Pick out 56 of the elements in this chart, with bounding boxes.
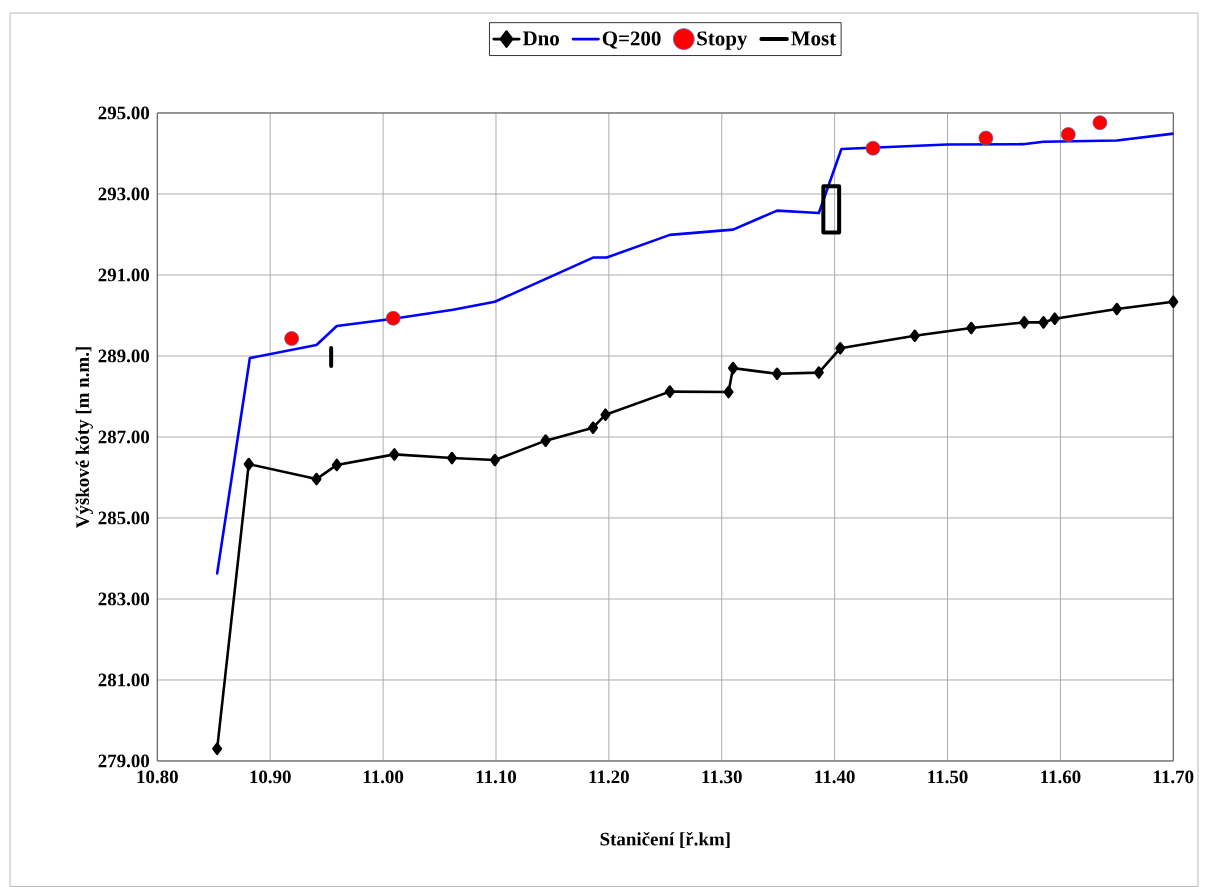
- point: [588, 421, 599, 434]
- point: [978, 130, 994, 146]
- point: [446, 451, 457, 465]
- y-tick-label: 293.00: [98, 187, 150, 201]
- point: [835, 342, 846, 355]
- point: [1111, 302, 1122, 316]
- point: [331, 458, 342, 472]
- point: [212, 742, 223, 756]
- legend-label: Q=200: [602, 31, 661, 49]
- point: [1168, 295, 1179, 308]
- x-tick-label: 11.10: [476, 770, 517, 784]
- point: [1092, 115, 1108, 131]
- point: [385, 310, 401, 326]
- point: [540, 434, 551, 447]
- point: [772, 367, 783, 381]
- y-tick-label: 281.00: [98, 673, 150, 687]
- y-tick-label: 283.00: [98, 592, 150, 606]
- x-tick-label: 10.90: [250, 770, 291, 784]
- legend-label: Stopy: [697, 31, 748, 50]
- x-tick-label: 11.00: [363, 770, 404, 784]
- point: [664, 385, 675, 398]
- point: [489, 453, 500, 467]
- point: [723, 385, 734, 399]
- point: [243, 457, 254, 471]
- x-axis-title: Staničení [ř.km]: [600, 832, 730, 848]
- x-tick-label: 11.50: [928, 770, 968, 784]
- point: [966, 321, 977, 335]
- x-tick-label: 10.80: [137, 770, 178, 784]
- x-tick-label: 11.60: [1041, 770, 1081, 784]
- line-series: [215, 132, 1174, 575]
- y-tick-label: 279.00: [98, 754, 150, 768]
- point: [284, 331, 300, 346]
- point: [909, 329, 920, 343]
- legend-label: Most: [791, 31, 837, 46]
- point: [1049, 312, 1060, 325]
- x-tick-label: 11.20: [589, 770, 629, 784]
- y-tick-label: 287.00: [98, 430, 150, 444]
- y-tick-label: 291.00: [98, 268, 150, 282]
- y-tick-label: 285.00: [98, 511, 150, 525]
- point: [600, 408, 611, 421]
- x-tick-label: 11.40: [815, 770, 855, 784]
- x-tick-label: 11.70: [1154, 770, 1194, 784]
- y-tick-label: 289.00: [98, 349, 150, 363]
- point: [311, 472, 322, 486]
- point: [1060, 127, 1076, 142]
- point: [865, 140, 881, 156]
- point: [389, 448, 400, 461]
- point: [813, 366, 824, 379]
- x-tick-label: 11.30: [702, 770, 742, 784]
- point: [1019, 316, 1030, 329]
- line-series: [821, 184, 842, 235]
- y-tick-label: 295.00: [98, 106, 150, 120]
- y-axis-title: Výškové kóty [m n.m.]: [75, 347, 93, 528]
- point: [1038, 316, 1049, 329]
- point: [728, 361, 739, 375]
- legend-label: Dno: [522, 31, 559, 46]
